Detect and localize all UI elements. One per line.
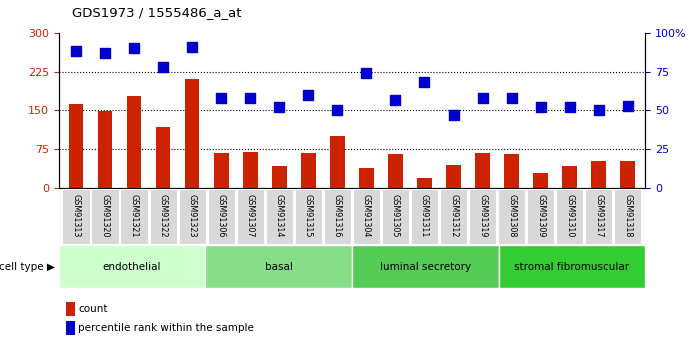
Bar xyxy=(591,161,606,188)
Point xyxy=(274,105,285,110)
Bar xyxy=(499,245,645,288)
Point xyxy=(128,46,139,51)
Point xyxy=(593,108,604,113)
Bar xyxy=(620,161,635,188)
Text: GSM91310: GSM91310 xyxy=(565,194,574,237)
Point xyxy=(70,49,81,54)
Bar xyxy=(585,189,612,244)
Text: GSM91319: GSM91319 xyxy=(478,194,487,237)
Text: cell type ▶: cell type ▶ xyxy=(0,262,55,272)
Point xyxy=(506,95,517,101)
Bar xyxy=(352,245,499,288)
Bar xyxy=(475,153,490,188)
Bar xyxy=(121,189,148,244)
Text: GSM91305: GSM91305 xyxy=(391,194,400,237)
Bar xyxy=(504,155,519,188)
Bar xyxy=(214,153,228,188)
Point xyxy=(187,44,198,49)
Text: GSM91312: GSM91312 xyxy=(449,194,458,237)
Bar xyxy=(179,189,206,244)
Point xyxy=(303,92,314,98)
Text: GSM91307: GSM91307 xyxy=(246,194,255,237)
Bar xyxy=(440,189,467,244)
Text: stromal fibromuscular: stromal fibromuscular xyxy=(514,262,629,272)
Bar xyxy=(150,189,177,244)
Point xyxy=(390,97,401,102)
Bar xyxy=(98,111,112,188)
Bar xyxy=(301,153,315,188)
Bar xyxy=(206,245,352,288)
Point xyxy=(419,80,430,85)
Text: GSM91323: GSM91323 xyxy=(188,194,197,237)
Text: GSM91315: GSM91315 xyxy=(304,194,313,237)
Text: basal: basal xyxy=(265,262,293,272)
Bar xyxy=(92,189,119,244)
Text: endothelial: endothelial xyxy=(103,262,161,272)
Bar xyxy=(533,172,548,188)
Bar xyxy=(156,127,170,188)
Text: GSM91321: GSM91321 xyxy=(130,194,139,237)
Text: GSM91306: GSM91306 xyxy=(217,194,226,237)
Bar xyxy=(353,189,380,244)
Bar xyxy=(208,189,235,244)
Bar xyxy=(382,189,409,244)
Bar xyxy=(469,189,496,244)
Text: GSM91313: GSM91313 xyxy=(72,194,81,237)
Bar xyxy=(243,152,257,188)
Text: GSM91308: GSM91308 xyxy=(507,194,516,237)
Text: GSM91318: GSM91318 xyxy=(623,194,632,237)
Bar xyxy=(237,189,264,244)
Text: count: count xyxy=(78,304,108,314)
Bar xyxy=(62,189,90,244)
Bar xyxy=(411,189,438,244)
Text: GSM91304: GSM91304 xyxy=(362,194,371,237)
Text: luminal secretory: luminal secretory xyxy=(380,262,471,272)
Point xyxy=(157,64,168,70)
Bar xyxy=(562,166,577,188)
Text: GSM91311: GSM91311 xyxy=(420,194,429,237)
Bar xyxy=(185,79,199,188)
Point xyxy=(99,50,110,56)
Bar xyxy=(266,189,293,244)
Point xyxy=(535,105,546,110)
Bar xyxy=(330,136,344,188)
Bar xyxy=(359,168,374,188)
Text: GSM91314: GSM91314 xyxy=(275,194,284,237)
Point xyxy=(622,103,633,108)
Point xyxy=(477,95,488,101)
Text: GSM91320: GSM91320 xyxy=(101,194,110,237)
Point xyxy=(216,95,227,101)
Bar xyxy=(417,178,432,188)
Point xyxy=(245,95,256,101)
Bar xyxy=(69,104,83,188)
Bar xyxy=(527,189,554,244)
Bar xyxy=(127,96,141,188)
Text: GDS1973 / 1555486_a_at: GDS1973 / 1555486_a_at xyxy=(72,6,242,19)
Text: GSM91309: GSM91309 xyxy=(536,194,545,237)
Text: GSM91316: GSM91316 xyxy=(333,194,342,237)
Text: percentile rank within the sample: percentile rank within the sample xyxy=(78,323,254,333)
Bar xyxy=(272,166,286,188)
Point xyxy=(448,112,459,118)
Point xyxy=(564,105,575,110)
Point xyxy=(361,70,372,76)
Text: GSM91322: GSM91322 xyxy=(159,194,168,237)
Bar xyxy=(446,165,461,188)
Text: GSM91317: GSM91317 xyxy=(594,194,603,237)
Bar xyxy=(498,189,525,244)
Bar xyxy=(324,189,351,244)
Bar xyxy=(59,245,206,288)
Bar xyxy=(295,189,322,244)
Bar xyxy=(614,189,642,244)
Bar xyxy=(388,155,403,188)
Bar xyxy=(556,189,583,244)
Point xyxy=(332,108,343,113)
